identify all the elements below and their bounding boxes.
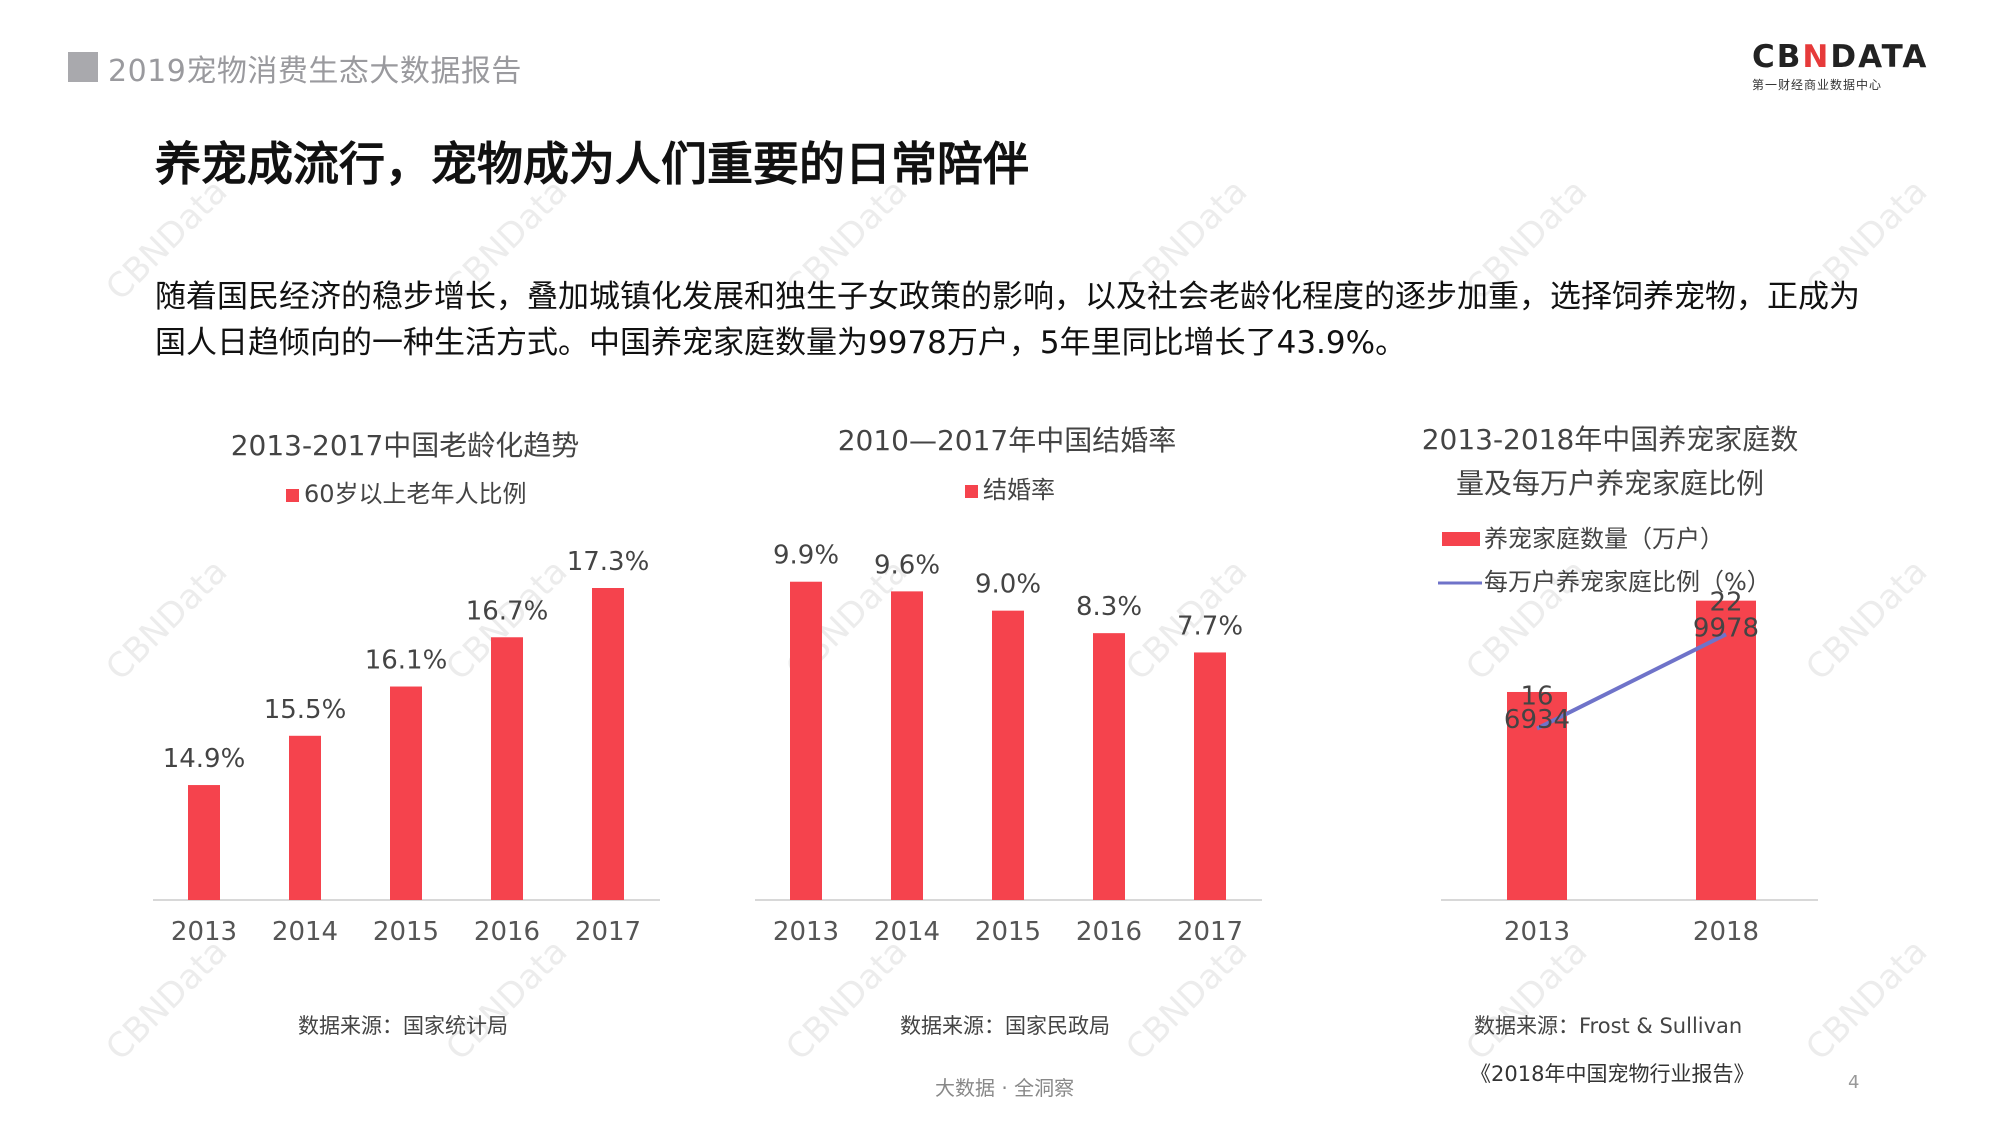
logo-wordmark: CBNDATA	[1752, 39, 1926, 75]
chart-pet-households: 2013-2018年中国养宠家庭数 量及每万户养宠家庭比例 养宠家庭数量（万户）…	[1422, 423, 1818, 947]
c3-tick-2018: 2018	[1693, 917, 1759, 947]
c1-data-label-2017: 17.3%	[567, 547, 650, 577]
c1-tick-2013: 2013	[171, 917, 237, 947]
page-number: 4	[1848, 1072, 1860, 1093]
chart-aging-legend-label: 60岁以上老年人比例	[304, 480, 527, 508]
c2-tick-2014: 2014	[874, 917, 940, 947]
slide-intro: 随着国民经济的稳步增长，叠加城镇化发展和独生子女政策的影响，以及社会老龄化程度的…	[155, 279, 1860, 361]
c1-tick-2015: 2015	[373, 917, 439, 947]
c1-tick-2014: 2014	[272, 917, 338, 947]
c1-bar-2017	[592, 588, 624, 900]
c2-data-label-2017: 7.7%	[1177, 611, 1243, 641]
source-marriage: 数据来源：国家民政局	[900, 1014, 1110, 1038]
c2-data-label-2015: 9.0%	[975, 570, 1041, 600]
c1-tick-2016: 2016	[474, 917, 540, 947]
chart-aging-legend-swatch	[286, 489, 299, 502]
c3-bar-label-2013: 6934	[1504, 705, 1570, 735]
c2-tick-2015: 2015	[975, 917, 1041, 947]
c1-tick-2017: 2017	[575, 917, 641, 947]
c2-bar-2013	[790, 581, 822, 900]
c2-tick-2016: 2016	[1076, 917, 1142, 947]
c1-data-label-2016: 16.7%	[466, 596, 549, 626]
c2-bar-2017	[1194, 652, 1226, 900]
report-title: 2019宠物消费生态大数据报告	[108, 54, 522, 89]
chart-pet-title-line2: 量及每万户养宠家庭比例	[1456, 467, 1764, 500]
source-pet: 数据来源：Frost & Sullivan	[1474, 1014, 1743, 1038]
c3-line-label-2013: 16	[1520, 682, 1553, 712]
c2-data-label-2014: 9.6%	[874, 550, 940, 580]
c2-bar-2016	[1093, 633, 1125, 900]
source-aging: 数据来源：国家统计局	[298, 1014, 508, 1038]
c3-line-label-2018: 22	[1709, 587, 1742, 617]
chart-marriage-legend-swatch	[965, 485, 978, 498]
c1-bar-2014	[289, 735, 321, 900]
footer-slogan: 大数据 · 全洞察	[935, 1076, 1075, 1100]
c2-data-label-2013: 9.9%	[773, 541, 839, 571]
logo-part-data: DATA	[1830, 39, 1929, 75]
c3-ratio-line	[1536, 632, 1727, 731]
header-marker	[68, 52, 98, 82]
cbndata-logo: CBNDATA 第一财经商业数据中心	[1752, 39, 1926, 93]
logo-part-cb: CB	[1752, 39, 1803, 75]
chart-pet-legend-bar-swatch	[1442, 532, 1480, 546]
c1-bar-2013	[188, 785, 220, 900]
logo-part-n: N	[1802, 39, 1831, 75]
chart-marriage-title: 2010—2017年中国结婚率	[838, 424, 1177, 457]
chart-marriage-legend-label: 结婚率	[983, 476, 1055, 504]
c1-data-label-2013: 14.9%	[163, 744, 246, 774]
c3-bar-label-2018: 9978	[1693, 614, 1759, 644]
c2-data-label-2016: 8.3%	[1076, 592, 1142, 622]
c2-tick-2013: 2013	[773, 917, 839, 947]
c1-data-label-2014: 15.5%	[264, 695, 347, 725]
c3-bar-2018	[1696, 600, 1756, 900]
chart-pet-legend-line-label: 每万户养宠家庭比例（%）	[1484, 568, 1771, 596]
chart-aging: 2013-2017中国老龄化趋势 60岁以上老年人比例 14.9% 15.5% 16…	[153, 429, 660, 947]
chart-pet-legend-bar-label: 养宠家庭数量（万户）	[1484, 525, 1724, 553]
chart-pet-title-line1: 2013-2018年中国养宠家庭数	[1422, 423, 1799, 456]
c1-bar-2015	[390, 686, 422, 900]
c2-bar-2014	[891, 591, 923, 900]
slide-title: 养宠成流行，宠物成为人们重要的日常陪伴	[155, 137, 1029, 191]
report-reference: 《2018年中国宠物行业报告》	[1470, 1062, 1755, 1086]
chart-marriage: 2010—2017年中国结婚率 结婚率 9.9% 9.6% 9.0% 8.3% 7.7%…	[755, 424, 1262, 947]
c2-tick-2017: 2017	[1177, 917, 1243, 947]
c2-bar-2015	[992, 610, 1024, 900]
logo-subtitle: 第一财经商业数据中心	[1752, 78, 1883, 92]
c3-tick-2013: 2013	[1504, 917, 1570, 947]
c1-bar-2016	[491, 637, 523, 900]
c1-data-label-2015: 16.1%	[365, 646, 448, 676]
chart-aging-title: 2013-2017中国老龄化趋势	[231, 429, 580, 462]
